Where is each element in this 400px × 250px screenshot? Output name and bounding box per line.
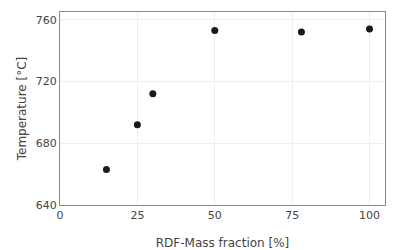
- svg-text:RDF-Mass fraction [%]: RDF-Mass fraction [%]: [156, 236, 290, 250]
- svg-text:75: 75: [285, 209, 299, 222]
- svg-text:640: 640: [36, 199, 57, 212]
- svg-text:25: 25: [130, 209, 144, 222]
- svg-text:720: 720: [36, 75, 57, 88]
- svg-text:760: 760: [36, 14, 57, 27]
- svg-text:0: 0: [57, 209, 64, 222]
- svg-text:Temperature [°C]: Temperature [°C]: [15, 57, 29, 162]
- svg-text:680: 680: [36, 137, 57, 150]
- svg-text:50: 50: [208, 209, 222, 222]
- svg-text:100: 100: [359, 209, 380, 222]
